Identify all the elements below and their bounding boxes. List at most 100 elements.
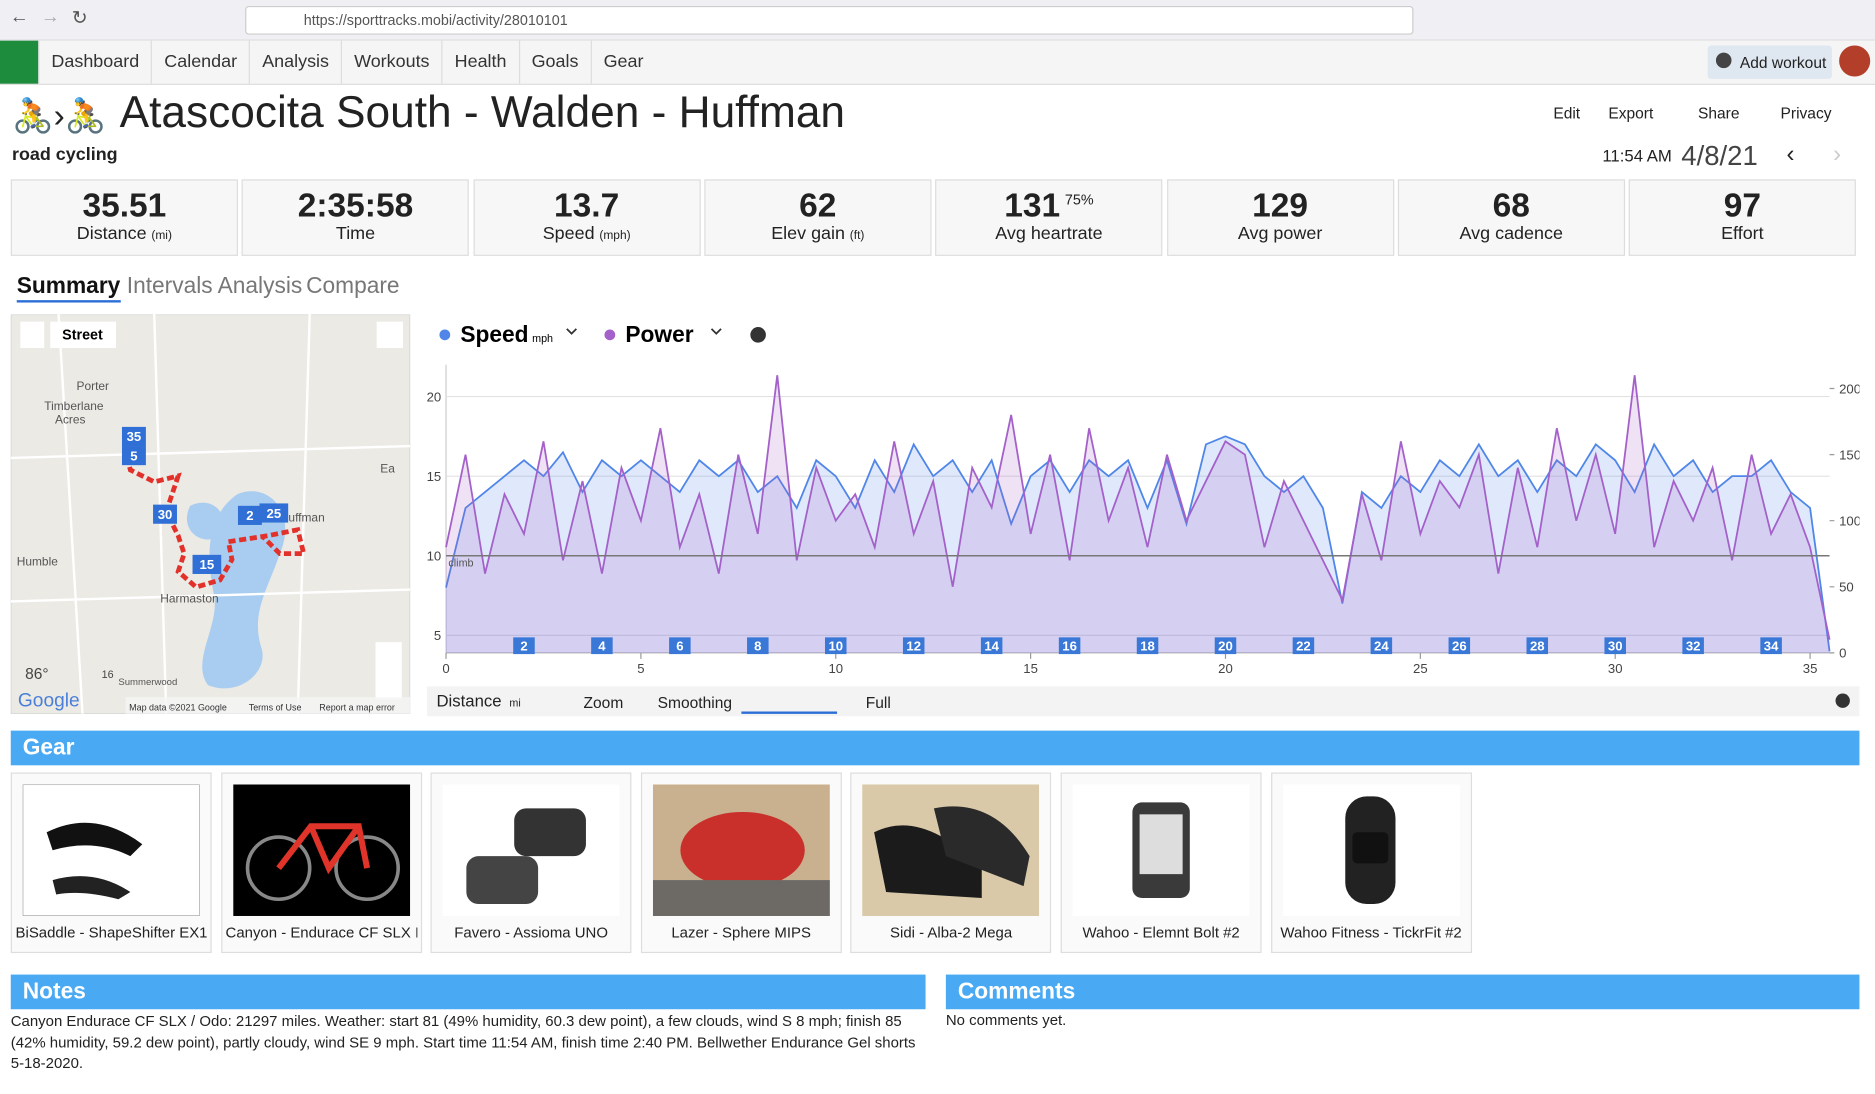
reload[interactable]: ↻ <box>71 8 88 29</box>
full-button[interactable]: Full <box>865 693 891 712</box>
road <box>10 588 411 603</box>
add-icon <box>1715 52 1732 69</box>
y2-tick-label: 100 <box>1839 513 1859 528</box>
nav-bar <box>0 40 1875 85</box>
series-line <box>445 375 1831 640</box>
nav-item[interactable]: Workouts <box>340 40 442 84</box>
tab[interactable]: Compare <box>306 273 400 299</box>
logo[interactable] <box>0 40 39 84</box>
action-2[interactable]: Share <box>1698 104 1740 122</box>
stat-label-text: Speed <box>542 223 595 244</box>
nav-item[interactable]: Dashboard <box>38 40 151 84</box>
stat-label: Avg cadence <box>1398 224 1625 244</box>
series-area <box>446 375 1830 653</box>
smoothing-button[interactable]: Smoothing <box>657 693 733 712</box>
activity-title: Atascocita South - Walden - Huffman <box>119 87 846 137</box>
zoom-controls <box>375 642 402 700</box>
nav-forward[interactable]: → <box>40 7 60 28</box>
view-buttons[interactable] <box>741 691 838 714</box>
map-marker: 5 <box>130 448 137 463</box>
mile-marker <box>1058 637 1081 655</box>
mile-marker <box>747 637 769 655</box>
map-footer: Map data ©2021 Google <box>129 702 227 712</box>
stat-box <box>935 179 1163 256</box>
comments-text: No comments yet. <box>945 1011 1067 1029</box>
gear-header <box>10 730 1860 766</box>
add-series[interactable] <box>750 327 766 343</box>
next-button[interactable]: › <box>1833 141 1842 168</box>
stat-value: 35.51 <box>11 187 238 225</box>
layer-button <box>50 321 116 348</box>
img-shape <box>652 880 830 916</box>
x-tick-label: 25 <box>1413 661 1428 676</box>
img-shape <box>466 856 539 905</box>
map-place: Acres <box>55 412 86 426</box>
map-footer-bg <box>125 697 411 714</box>
img-shape <box>934 806 1031 887</box>
stat-value: 131 75% <box>935 187 1162 225</box>
stat-value: 129 <box>1166 187 1393 225</box>
notes-header <box>10 974 926 1010</box>
legend-chevron <box>710 328 722 335</box>
stat-unit: (ft) <box>849 229 865 243</box>
tab[interactable]: Summary <box>16 274 121 303</box>
mile-marker <box>1604 637 1626 655</box>
x-tick-label: 10 <box>828 661 843 676</box>
nav-items: Dashboard Calendar Analysis Workouts Health G… <box>38 40 655 84</box>
gear-image <box>862 784 1040 916</box>
action-0[interactable]: Edit <box>1553 104 1581 122</box>
map-footer: Report a map error <box>319 702 395 712</box>
stat-label-text: Distance <box>76 223 147 244</box>
legend-label[interactable]: Speed <box>460 321 528 347</box>
stat-value: 97 <box>1629 187 1856 225</box>
gear-name: Canyon - Endurace CF SLX I <box>225 924 417 942</box>
road <box>10 444 411 460</box>
nav-item[interactable]: Calendar <box>151 40 249 84</box>
mile-marker-label: 10 <box>828 639 843 654</box>
legend-label[interactable]: Power <box>625 321 693 347</box>
map-place: Timberlane <box>44 399 104 413</box>
comments-header <box>945 974 1860 1010</box>
img-shape <box>874 825 983 899</box>
img-shape <box>46 822 143 857</box>
action-3[interactable]: Privacy <box>1780 104 1832 122</box>
x-axis-select[interactable]: Distance <box>436 691 502 711</box>
nav-item[interactable]: Health <box>441 40 518 84</box>
mile-marker <box>1370 637 1393 655</box>
url-text: https://sporttracks.mobi/activity/280101… <box>303 11 568 29</box>
close-chart[interactable] <box>1835 693 1850 708</box>
gear-image <box>1072 784 1250 916</box>
gear-image <box>442 784 620 916</box>
stat-label: Avg power <box>1166 224 1393 244</box>
map-logo: Google <box>18 691 80 712</box>
y2-tick-label: 0 <box>1839 646 1846 661</box>
action-1[interactable]: Export <box>1608 104 1654 122</box>
zoom-button[interactable]: Zoom <box>583 693 624 712</box>
prev-button[interactable]: ‹ <box>1786 141 1795 168</box>
tab[interactable]: Analysis <box>217 273 303 299</box>
stat-value: 13.7 <box>473 187 700 225</box>
map-place: Huffman <box>280 510 325 524</box>
add-workout-label: Add workout <box>1739 53 1827 72</box>
map-temperature: 86° <box>25 666 49 683</box>
img-shape <box>275 823 370 875</box>
mile-marker-label: 32 <box>1686 639 1701 654</box>
nav-back[interactable]: ← <box>9 7 29 28</box>
url-field[interactable] <box>245 5 1414 35</box>
mile-marker-label: 16 <box>1062 639 1077 654</box>
stat-value-text: 68 <box>1492 186 1530 224</box>
y-tick-label: 20 <box>427 389 442 404</box>
stat-box <box>473 179 701 256</box>
tab[interactable]: Intervals <box>126 273 213 299</box>
avatar[interactable] <box>1839 45 1871 77</box>
mile-marker-label: 12 <box>906 639 921 654</box>
nav-item[interactable]: Gear <box>590 40 655 84</box>
nav-item[interactable]: Analysis <box>249 40 341 84</box>
nav-item[interactable]: Goals <box>518 40 590 84</box>
mile-marker <box>669 637 691 655</box>
stat-label: Speed (mph) <box>473 224 700 244</box>
stat-unit: (mph) <box>599 229 631 243</box>
x-tick-label: 30 <box>1608 661 1623 676</box>
